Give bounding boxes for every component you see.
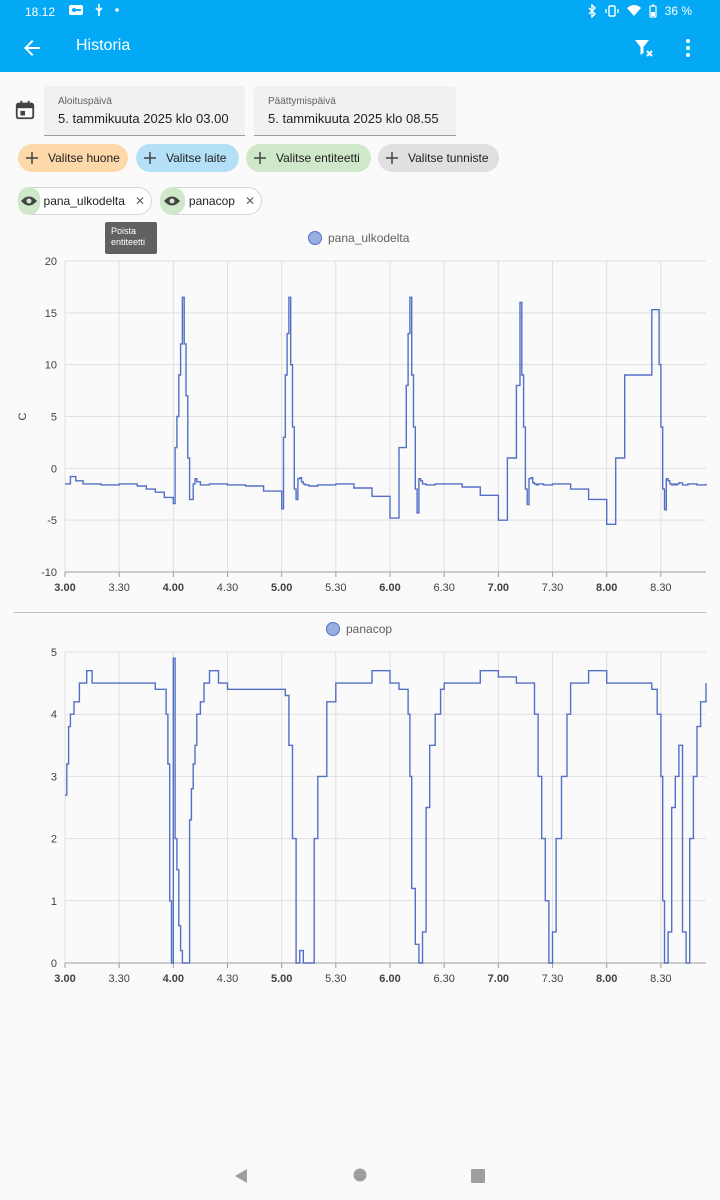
entity-chip-name: panacop [188, 194, 235, 208]
dot-icon [115, 8, 119, 12]
battery-percent: 36 % [664, 4, 692, 18]
chart2-legend-label: panacop [346, 622, 393, 636]
status-time: 18.12 [25, 5, 56, 19]
start-date-field[interactable]: Aloituspäivä 5. tammikuuta 2025 klo 03.0… [44, 86, 245, 136]
chart2-series-line[interactable] [65, 657, 707, 964]
arrow-left-icon[interactable] [20, 36, 44, 60]
chart1-xtick-label: 5.30 [325, 582, 346, 594]
nav-back-icon[interactable] [233, 1168, 249, 1184]
chart1-xtick-label: 8.00 [596, 582, 617, 594]
chart2-legend[interactable]: panacop [326, 622, 392, 636]
plus-icon [144, 152, 156, 164]
chart1-ytick-label: -10 [41, 567, 57, 579]
chart1-xtick-label: 7.00 [488, 582, 509, 594]
remove-entity-tooltip: Poista entiteetti [105, 222, 157, 254]
legend-dot [326, 622, 340, 636]
chart2-ytick-label: 5 [51, 647, 57, 659]
chart1-xtick-label: 4.00 [163, 582, 184, 594]
chart2-ytick-label: 1 [51, 896, 57, 908]
filter-remove-icon[interactable] [632, 36, 656, 60]
vpn-icon [69, 5, 83, 15]
chart1-ytick-label: 5 [51, 412, 57, 424]
chart1-series-line[interactable] [65, 296, 707, 525]
entity-chip-panacop[interactable]: panacop ✕ [160, 187, 262, 215]
entity-chip-name: pana_ulkodelta [43, 194, 125, 208]
chart1-xtick-label: 3.30 [108, 582, 129, 594]
chart1-ytick-label: -5 [47, 515, 57, 527]
chart2-ytick-label: 4 [51, 709, 57, 721]
chart2-xtick-label: 4.00 [163, 973, 184, 985]
chart1-legend[interactable]: pana_ulkodelta [308, 231, 409, 245]
pick-area-chip[interactable]: Valitse huone [18, 144, 128, 172]
eye-icon [18, 187, 40, 215]
start-date-label: Aloituspäivä [58, 96, 112, 107]
chart1-ytick-label: 20 [45, 256, 57, 268]
page-title: Historia [76, 37, 131, 54]
chart2-xtick-label: 7.30 [542, 973, 563, 985]
status-bar: 18.12 36 % [0, 0, 720, 24]
battery-icon [649, 4, 657, 18]
bluetooth-icon [588, 4, 596, 18]
wifi-icon [626, 5, 641, 16]
chart1-xtick-label: 8.30 [650, 582, 671, 594]
chart-pana-ulkodelta: 20 15 10 5 0 -5 -10 3.00 3.30 4.00 4.30 5.00 5.30 6.0… [17, 256, 707, 594]
entity-chip-pana-ulkodelta[interactable]: pana_ulkodelta ✕ [18, 187, 152, 215]
pick-device-label: Valitse laite [166, 151, 227, 165]
chart1-ytick-label: 15 [45, 308, 57, 320]
plus-icon [26, 152, 38, 164]
chart2-ytick-label: 2 [51, 834, 57, 846]
app-bar: Historia [0, 24, 720, 72]
chart2-xtick-label: 8.30 [650, 973, 671, 985]
nav-home-icon[interactable] [353, 1168, 367, 1182]
pick-entity-chip[interactable]: Valitse entiteetti [246, 144, 371, 172]
plus-icon [386, 152, 398, 164]
chart2-xtick-label: 3.30 [108, 973, 129, 985]
chart2-xtick-label: 4.30 [217, 973, 238, 985]
end-date-field[interactable]: Päättymispäivä 5. tammikuuta 2025 klo 08… [254, 86, 456, 136]
chart2-xtick-label: 5.00 [271, 973, 292, 985]
chart1-xtick-label: 5.00 [271, 582, 292, 594]
end-date-value: 5. tammikuuta 2025 klo 08.55 [268, 111, 439, 126]
pick-entity-label: Valitse entiteetti [276, 151, 360, 165]
chart1-xtick-label: 7.30 [542, 582, 563, 594]
status-icons-right: 36 % [587, 4, 692, 18]
close-icon[interactable]: ✕ [244, 194, 255, 208]
system-nav-bar [0, 1160, 720, 1200]
plus-icon [254, 152, 266, 164]
pick-device-chip[interactable]: Valitse laite [136, 144, 239, 172]
chart2-xtick-label: 6.00 [379, 973, 400, 985]
chart2-xtick-label: 7.00 [488, 973, 509, 985]
more-vertical-icon[interactable] [676, 36, 700, 60]
chart1-ylabel: C [17, 412, 29, 420]
chart1-ytick-label: 10 [45, 360, 57, 372]
chart-divider [14, 612, 706, 613]
chart-panacop: 5 4 3 2 1 0 3.00 3.30 4.00 4.30 5.00 5.30 6.00 6.30 7.… [51, 647, 707, 985]
chart1-legend-label: pana_ulkodelta [328, 231, 410, 245]
chart2-xtick-label: 8.00 [596, 973, 617, 985]
chart1-xtick-label: 6.30 [433, 582, 454, 594]
pick-label-label: Valitse tunniste [408, 151, 489, 165]
pick-label-chip[interactable]: Valitse tunniste [378, 144, 499, 172]
chart1-ytick-label: 0 [51, 463, 57, 475]
usb-icon [95, 4, 103, 16]
status-icons-left [68, 3, 120, 17]
chart2-xtick-label: 6.30 [433, 973, 454, 985]
chart2-ytick-label: 3 [51, 771, 57, 783]
chart1-xtick-label: 3.00 [54, 582, 75, 594]
chart1-xtick-label: 6.00 [379, 582, 400, 594]
legend-dot [308, 231, 322, 245]
vibrate-icon [604, 5, 619, 17]
end-date-label: Päättymispäivä [268, 96, 336, 107]
calendar-icon[interactable] [14, 99, 36, 121]
eye-icon [160, 187, 185, 215]
nav-recents-icon[interactable] [471, 1169, 485, 1183]
chart2-xtick-label: 5.30 [325, 973, 346, 985]
chart2-xtick-label: 3.00 [54, 973, 75, 985]
close-icon[interactable]: ✕ [134, 194, 145, 208]
chart1-xtick-label: 4.30 [217, 582, 238, 594]
pick-area-label: Valitse huone [48, 151, 120, 165]
start-date-value: 5. tammikuuta 2025 klo 03.00 [58, 111, 229, 126]
chart2-ytick-label: 0 [51, 958, 57, 970]
